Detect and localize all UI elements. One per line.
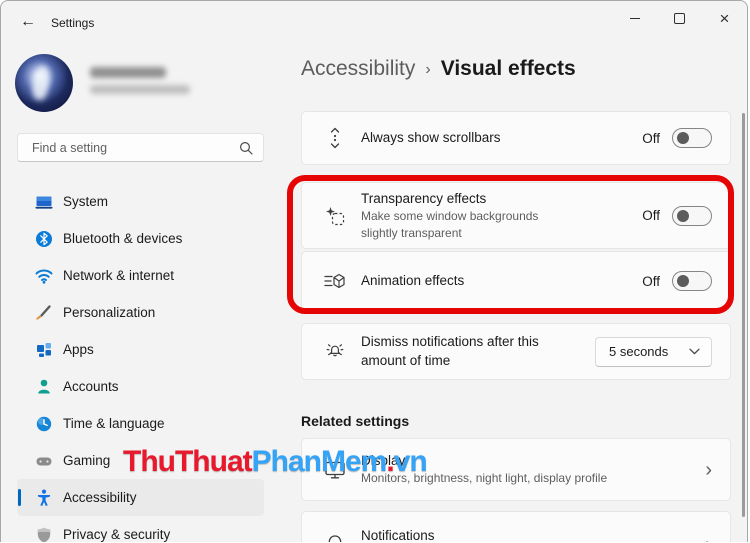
- accessibility-icon: [35, 489, 53, 507]
- person-icon: [35, 378, 53, 396]
- clock-icon: [35, 415, 53, 433]
- back-button[interactable]: ←: [13, 10, 43, 34]
- sidebar-item-system[interactable]: System: [17, 183, 264, 220]
- sidebar-item-time-language[interactable]: Time & language: [17, 405, 264, 442]
- paintbrush-icon: [35, 304, 53, 322]
- search-input[interactable]: [30, 139, 239, 156]
- gamepad-icon: [35, 452, 53, 470]
- minimize-icon: [629, 17, 640, 19]
- sidebar-item-label: Accounts: [63, 379, 119, 394]
- sidebar-item-privacy[interactable]: Privacy & security: [17, 516, 264, 542]
- dismiss-time-dropdown[interactable]: 5 seconds: [595, 336, 712, 367]
- setting-row-scrollbars: Always show scrollbars Off: [301, 111, 731, 165]
- avatar: [15, 54, 73, 112]
- related-title: Notifications: [361, 528, 435, 542]
- sidebar-item-label: System: [63, 194, 109, 209]
- bluetooth-icon: [35, 230, 53, 248]
- close-button[interactable]: ×: [702, 1, 747, 35]
- sidebar-item-gaming[interactable]: Gaming: [17, 442, 264, 479]
- notification-timer-icon: [323, 341, 347, 363]
- sidebar-item-personalization[interactable]: Personalization: [17, 294, 264, 331]
- sidebar-item-label: Network & internet: [63, 268, 175, 283]
- sidebar-item-label: Privacy & security: [63, 527, 171, 542]
- related-row-display[interactable]: Display Monitors, brightness, night ligh…: [301, 438, 731, 501]
- setting-title: Dismiss notifications after this: [361, 334, 539, 350]
- user-email-blurred: [90, 85, 190, 94]
- scrollbars-icon: [323, 127, 347, 149]
- titlebar: ← Settings ×: [1, 1, 747, 41]
- chevron-down-icon: [689, 348, 700, 355]
- chevron-right-icon: ›: [705, 535, 712, 542]
- sidebar-item-label: Apps: [63, 342, 94, 357]
- animation-effects-icon: [323, 273, 347, 289]
- sidebar-item-network[interactable]: Network & internet: [17, 257, 264, 294]
- breadcrumb-separator-icon: ›: [425, 61, 431, 78]
- toggle-state-label: Off: [642, 130, 660, 146]
- wifi-icon: [35, 267, 53, 285]
- sidebar-item-label: Bluetooth & devices: [63, 231, 183, 246]
- setting-subtitle: slightly transparent: [361, 225, 462, 240]
- animation-toggle[interactable]: [672, 271, 712, 291]
- scrollbar-thumb[interactable]: [742, 113, 745, 517]
- sidebar-item-label: Time & language: [63, 416, 165, 431]
- setting-subtitle: Make some window backgrounds: [361, 208, 539, 223]
- breadcrumb-parent[interactable]: Accessibility: [301, 57, 416, 80]
- close-icon: ×: [719, 8, 730, 28]
- breadcrumb: Accessibility › Visual effects: [301, 57, 576, 81]
- apps-icon: [35, 341, 53, 359]
- setting-title: Animation effects: [361, 272, 465, 288]
- maximize-button[interactable]: [657, 1, 702, 35]
- user-name-blurred: [90, 67, 166, 78]
- setting-title: amount of time: [361, 352, 451, 368]
- display-icon: [323, 460, 347, 480]
- toggle-state-label: Off: [642, 273, 660, 289]
- page-title: Visual effects: [440, 57, 576, 80]
- bell-icon: [323, 533, 347, 542]
- setting-row-transparency: Transparency effects Make some window ba…: [301, 182, 731, 249]
- maximize-icon: [674, 12, 685, 24]
- toggle-state-label: Off: [642, 208, 660, 223]
- sidebar-item-label: Accessibility: [63, 490, 137, 505]
- related-row-notifications[interactable]: Notifications Alerts about notifications…: [301, 511, 731, 542]
- minimize-button[interactable]: [612, 1, 657, 35]
- transparency-toggle[interactable]: [672, 205, 712, 226]
- scrollbars-toggle[interactable]: [672, 128, 712, 148]
- shield-icon: [35, 526, 53, 542]
- related-settings-header: Related settings: [301, 413, 410, 429]
- related-title: Display: [361, 452, 406, 468]
- sidebar-item-bluetooth[interactable]: Bluetooth & devices: [17, 220, 264, 257]
- system-icon: [35, 193, 53, 211]
- transparency-effects-icon: [323, 206, 347, 226]
- sidebar-item-accessibility[interactable]: Accessibility: [17, 479, 264, 516]
- setting-title: Always show scrollbars: [361, 129, 501, 145]
- window-title: Settings: [51, 16, 95, 30]
- setting-title: Transparency effects: [361, 190, 487, 206]
- sidebar-item-label: Personalization: [63, 305, 156, 320]
- sidebar-item-accounts[interactable]: Accounts: [17, 368, 264, 405]
- dropdown-value: 5 seconds: [609, 344, 669, 359]
- chevron-right-icon: ›: [705, 458, 712, 481]
- setting-row-dismiss-notifications: Dismiss notifications after this amount …: [301, 323, 731, 380]
- back-icon: ←: [20, 13, 36, 30]
- sidebar-item-apps[interactable]: Apps: [17, 331, 264, 368]
- related-subtitle: Monitors, brightness, night light, displ…: [361, 471, 608, 486]
- search-box: [17, 133, 264, 162]
- setting-row-animation: Animation effects Off: [301, 251, 731, 311]
- sidebar-item-label: Gaming: [63, 453, 111, 468]
- search-icon: [239, 141, 253, 155]
